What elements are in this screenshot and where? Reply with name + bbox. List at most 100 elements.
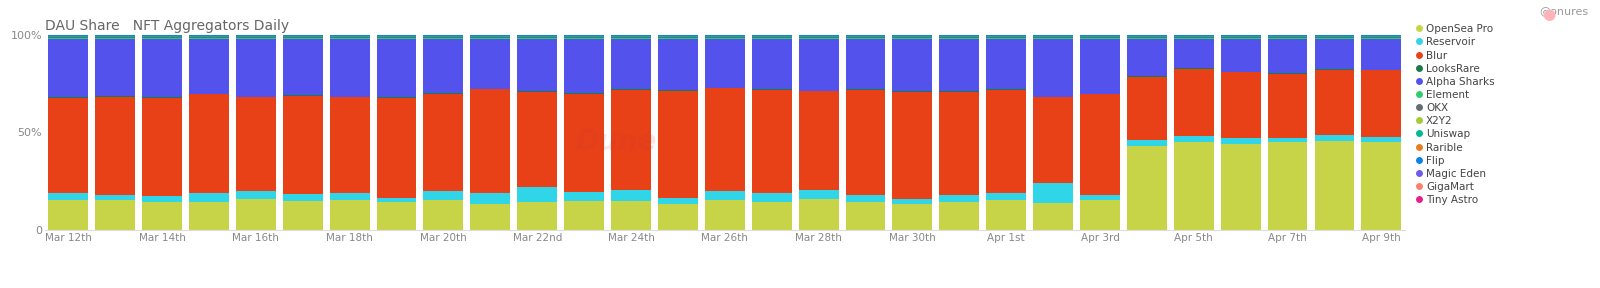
Bar <box>1080 200 1120 230</box>
Bar <box>939 36 979 37</box>
Bar <box>611 36 651 37</box>
Bar <box>1267 38 1307 39</box>
Bar <box>1126 139 1166 146</box>
Bar <box>189 194 229 202</box>
Bar <box>376 35 416 36</box>
Bar <box>611 190 651 201</box>
Bar <box>96 39 134 96</box>
Bar <box>706 88 744 191</box>
Bar <box>48 193 88 200</box>
Bar <box>376 198 416 202</box>
Bar <box>283 95 323 96</box>
Bar <box>330 39 370 97</box>
Bar <box>283 39 323 95</box>
Bar <box>798 35 838 36</box>
Bar <box>424 200 464 230</box>
Bar <box>986 193 1026 200</box>
Bar <box>798 37 838 38</box>
Bar <box>1221 144 1261 230</box>
Bar <box>1315 35 1354 36</box>
Bar <box>424 191 464 200</box>
Bar <box>845 39 885 89</box>
Bar <box>986 90 1026 193</box>
Bar <box>1034 183 1074 203</box>
Bar <box>845 89 885 90</box>
Bar <box>752 38 792 39</box>
Bar <box>845 90 885 195</box>
Bar <box>1221 38 1261 39</box>
Bar <box>189 38 229 39</box>
Bar <box>939 39 979 91</box>
Bar <box>470 38 510 39</box>
Bar <box>283 194 323 201</box>
Bar <box>142 37 182 38</box>
Bar <box>330 193 370 200</box>
Bar <box>1362 143 1402 230</box>
Bar <box>611 201 651 230</box>
Bar <box>1174 39 1214 68</box>
Bar <box>1267 73 1307 74</box>
Bar <box>1080 38 1120 39</box>
Bar <box>893 36 933 37</box>
Text: @onures: @onures <box>1539 7 1589 17</box>
Bar <box>798 190 838 199</box>
Bar <box>189 36 229 37</box>
Bar <box>893 199 933 204</box>
Bar <box>939 37 979 38</box>
Bar <box>1267 39 1307 73</box>
Bar <box>752 39 792 89</box>
Bar <box>611 38 651 39</box>
Bar <box>424 39 464 93</box>
Bar <box>189 39 229 94</box>
Bar <box>470 35 510 36</box>
Bar <box>142 39 182 97</box>
Bar <box>798 39 838 90</box>
Bar <box>330 35 370 36</box>
Bar <box>376 202 416 230</box>
Bar <box>1315 135 1354 141</box>
Bar <box>1267 35 1307 36</box>
Bar <box>235 39 275 96</box>
Bar <box>283 35 323 36</box>
Bar <box>611 39 651 89</box>
Bar <box>283 36 323 37</box>
Bar <box>798 38 838 39</box>
Bar <box>706 37 744 38</box>
Bar <box>893 91 933 92</box>
Bar <box>986 38 1026 39</box>
Bar <box>424 94 464 191</box>
Bar <box>376 39 416 97</box>
Bar <box>798 91 838 190</box>
Bar <box>142 36 182 37</box>
Bar <box>1126 35 1166 36</box>
Bar <box>939 92 979 195</box>
Bar <box>1126 76 1166 77</box>
Bar <box>658 39 698 90</box>
Bar <box>424 37 464 38</box>
Bar <box>96 36 134 37</box>
Bar <box>1362 36 1402 37</box>
Bar <box>986 35 1026 36</box>
Bar <box>1080 35 1120 36</box>
Bar <box>235 36 275 37</box>
Bar <box>189 94 229 194</box>
Text: DAU Share   NFT Aggregators Daily: DAU Share NFT Aggregators Daily <box>45 19 290 33</box>
Bar <box>189 37 229 38</box>
Bar <box>939 195 979 202</box>
Bar <box>376 97 416 98</box>
Bar <box>893 92 933 199</box>
Bar <box>283 37 323 38</box>
Bar <box>517 92 557 187</box>
Bar <box>939 35 979 36</box>
Bar <box>96 200 134 230</box>
Bar <box>565 36 605 37</box>
Bar <box>48 39 88 97</box>
Bar <box>798 199 838 230</box>
Bar <box>845 35 885 36</box>
Bar <box>48 36 88 37</box>
Bar <box>1315 69 1354 135</box>
Bar <box>658 35 698 36</box>
Bar <box>1267 74 1307 138</box>
Bar <box>752 36 792 37</box>
Bar <box>798 36 838 37</box>
